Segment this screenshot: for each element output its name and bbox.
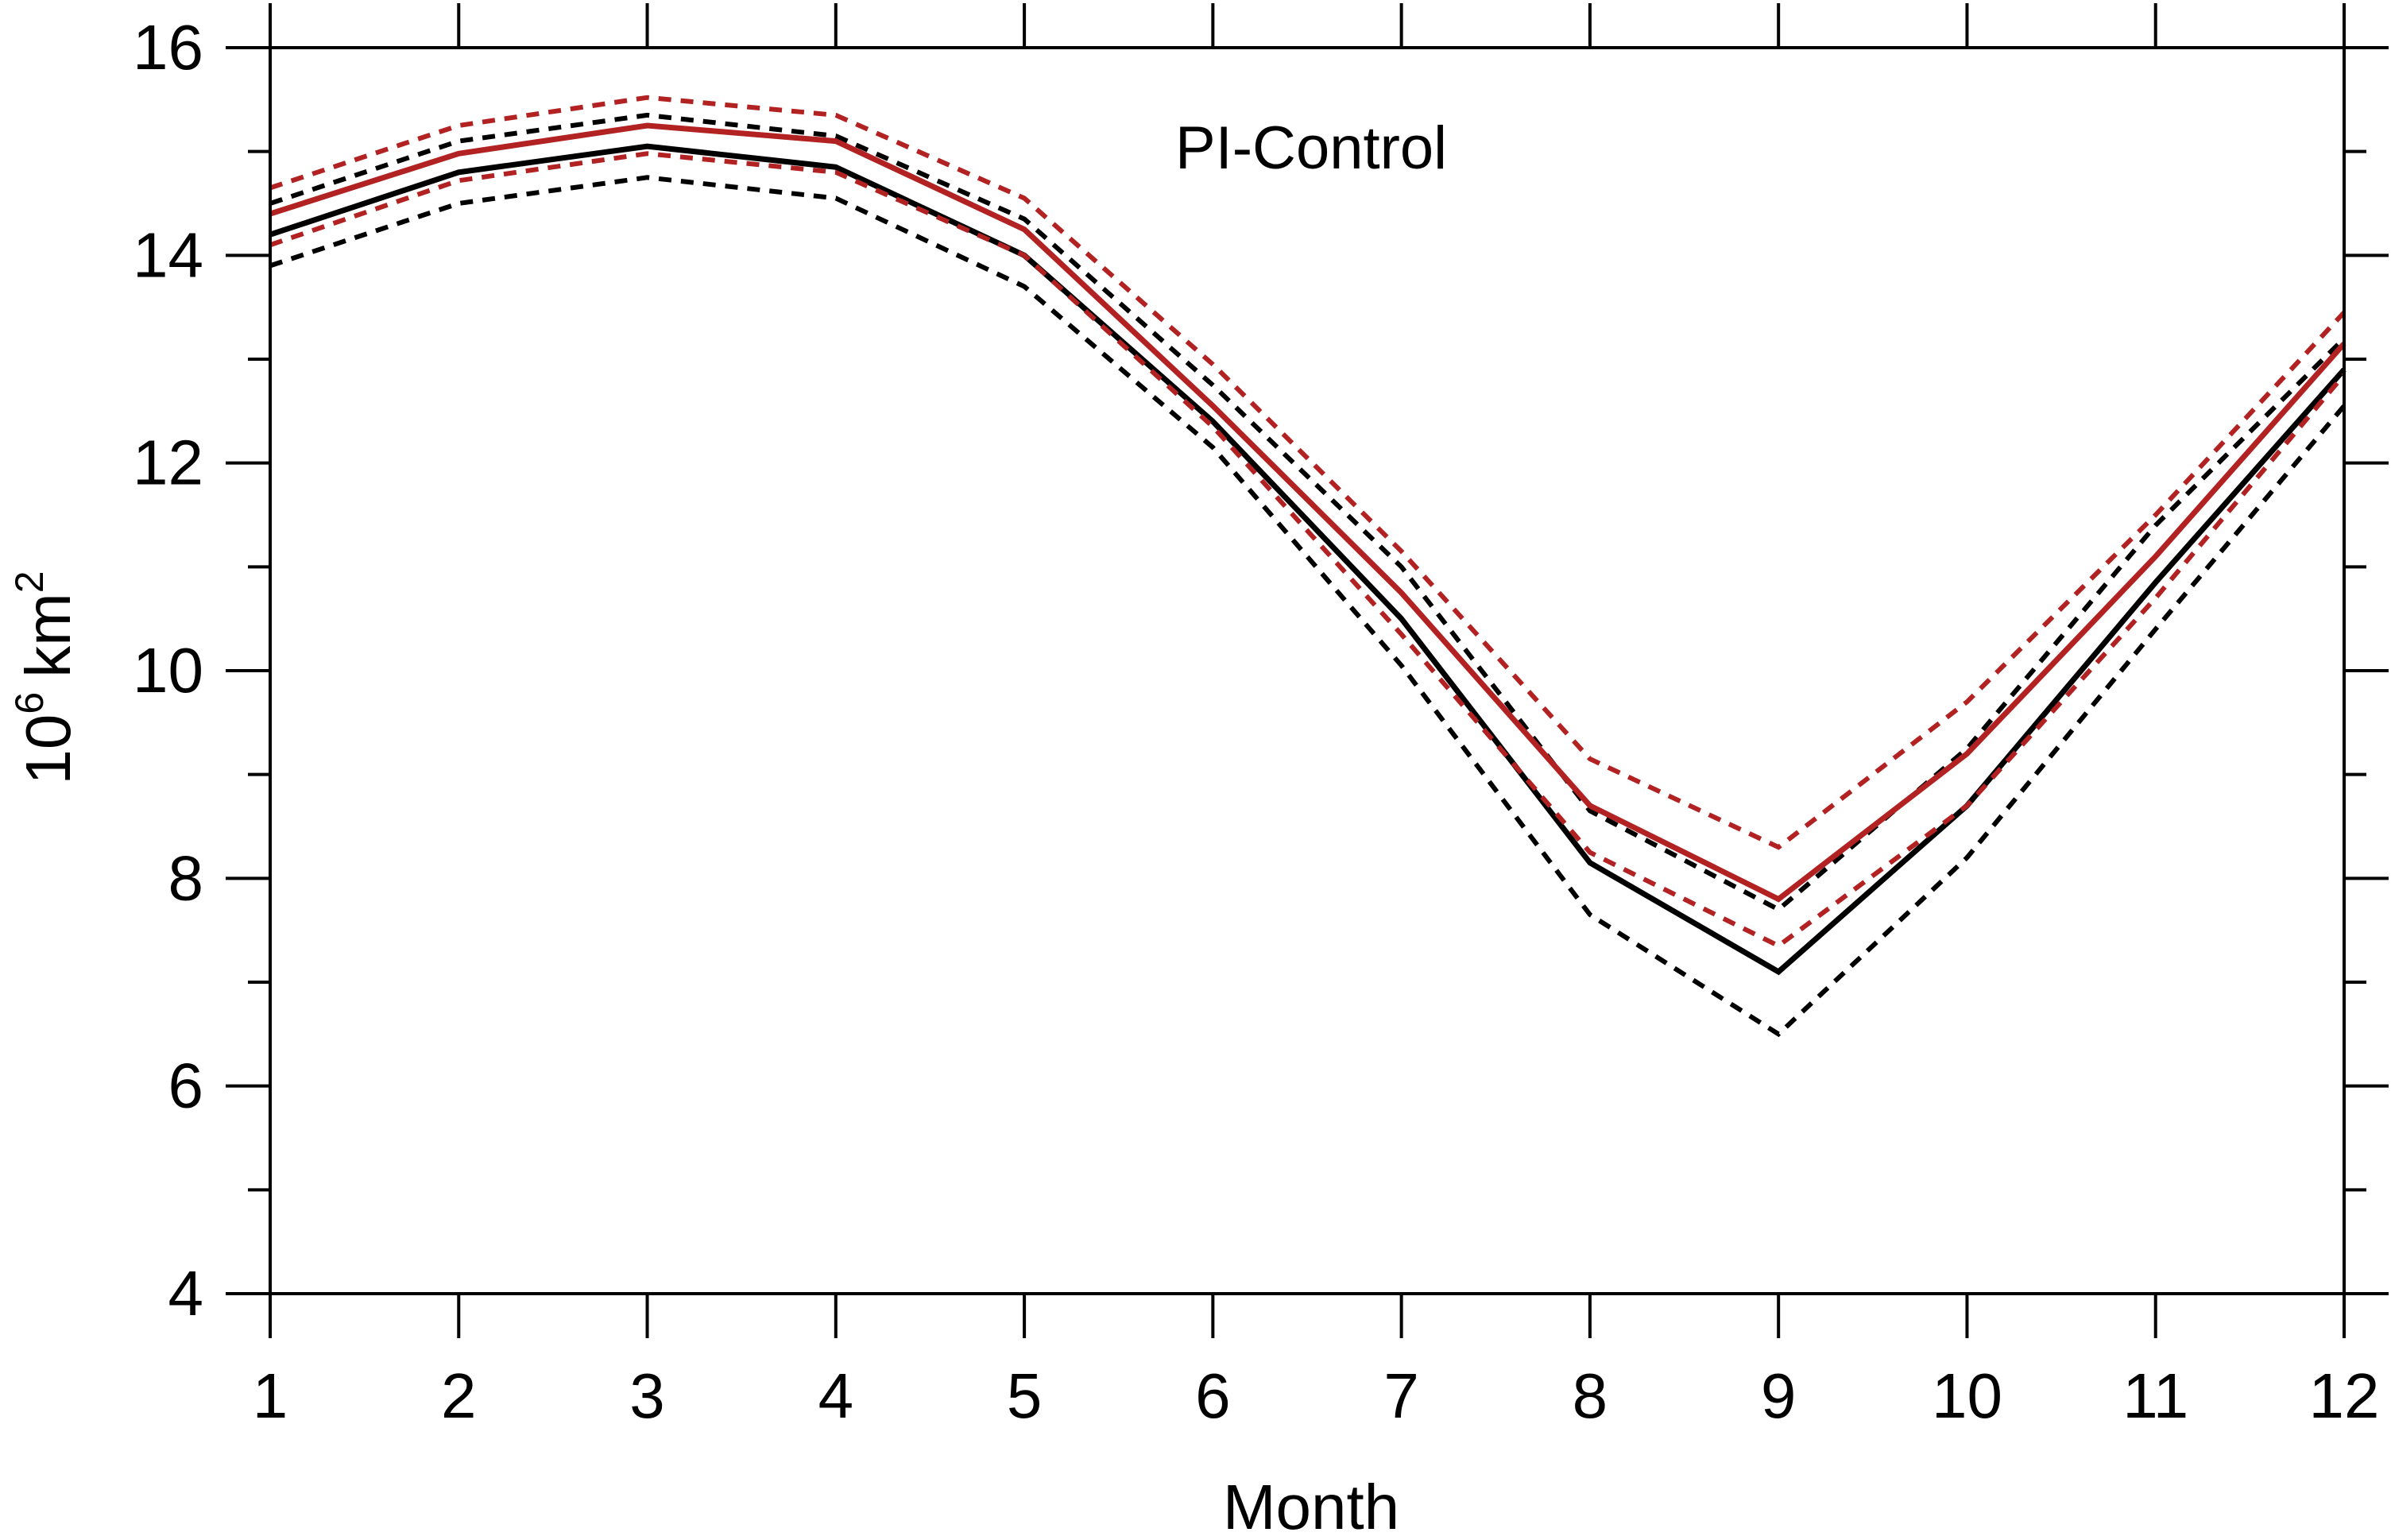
y-tick-label: 10 [133, 635, 203, 706]
chart-title: PI-Control [1175, 114, 1447, 182]
series-line-5 [269, 95, 2347, 850]
x-tick-label: 9 [1761, 1360, 1797, 1431]
y-axis-label-unit-exponent: 2 [7, 571, 52, 593]
y-tick-label: 8 [168, 842, 204, 913]
x-tick-label: 12 [2309, 1360, 2380, 1431]
y-tick-label: 4 [168, 1258, 204, 1329]
x-tick-label: 7 [1383, 1360, 1419, 1431]
data-lines [269, 95, 2347, 1038]
x-tick-labels: 1 2 3 4 5 6 7 8 9 10 11 12 [253, 1360, 2380, 1431]
series-line-6 [269, 151, 2347, 949]
y-axis-label-base-exponent: 6 [7, 692, 52, 714]
series-line-2 [269, 112, 2347, 913]
x-tick-label: 1 [253, 1360, 288, 1431]
y-tick-label: 16 [133, 12, 203, 83]
y-axis-label-unit: km [13, 593, 83, 678]
y-tick-label: 6 [168, 1051, 204, 1121]
y-axis-label-base: 10 [13, 714, 83, 785]
y-tick-label: 12 [133, 428, 203, 498]
x-tick-label: 10 [1932, 1360, 2002, 1431]
y-tick-labels: 4 6 8 10 12 14 16 [133, 12, 203, 1329]
x-tick-label: 3 [629, 1360, 665, 1431]
x-tick-label: 6 [1195, 1360, 1231, 1431]
y-tick-label: 14 [133, 219, 203, 290]
series-line-4 [269, 122, 2347, 903]
x-tick-label: 8 [1573, 1360, 1608, 1431]
axis-ticks [226, 3, 2389, 1338]
x-tick-label: 4 [818, 1360, 854, 1431]
x-tick-label: 5 [1007, 1360, 1043, 1431]
x-tick-label: 11 [2122, 1360, 2188, 1431]
x-tick-label: 2 [441, 1360, 477, 1431]
series-line-3 [269, 175, 2347, 1038]
x-axis-label: Month [1223, 1472, 1399, 1540]
y-axis-label: 106 km2 [7, 571, 83, 784]
